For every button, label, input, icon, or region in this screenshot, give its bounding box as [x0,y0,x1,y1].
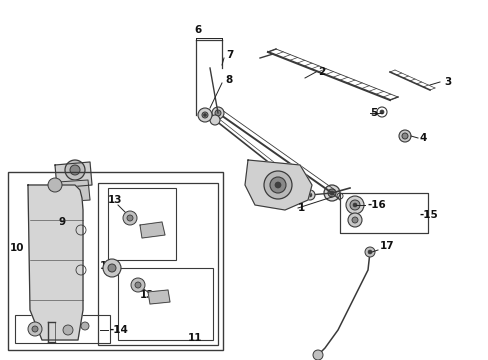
Bar [15,315,110,343]
Circle shape [274,182,281,188]
Bar [98,183,218,345]
Circle shape [379,110,383,114]
Circle shape [65,160,85,180]
Polygon shape [55,162,92,188]
Circle shape [103,259,121,277]
Circle shape [307,193,311,197]
Text: 2: 2 [317,67,325,77]
Text: 9: 9 [59,217,65,227]
Circle shape [364,247,374,257]
Circle shape [327,189,335,197]
Polygon shape [244,160,311,210]
Circle shape [401,133,407,139]
Circle shape [63,325,73,335]
Text: 7: 7 [225,50,233,60]
Text: -16: -16 [367,200,386,210]
Text: 3: 3 [443,77,450,87]
Circle shape [64,204,72,212]
Text: 17: 17 [379,241,394,251]
Circle shape [346,196,363,214]
Circle shape [75,212,81,218]
Text: 12: 12 [100,261,114,271]
Circle shape [127,215,133,221]
Circle shape [198,108,212,122]
Circle shape [108,264,116,272]
Circle shape [324,185,339,201]
Circle shape [264,171,291,199]
Polygon shape [140,222,164,238]
Circle shape [28,322,42,336]
Circle shape [305,190,314,200]
Circle shape [398,130,410,142]
Circle shape [312,350,323,360]
Circle shape [123,211,137,225]
Bar [118,268,213,340]
Circle shape [212,107,224,119]
Text: 11: 11 [187,333,202,343]
Circle shape [209,115,220,125]
Text: -15: -15 [419,210,438,220]
Circle shape [48,178,62,192]
Text: 13: 13 [108,195,122,205]
Circle shape [215,110,221,116]
Circle shape [347,213,361,227]
Text: 6: 6 [194,25,201,35]
Polygon shape [28,185,83,340]
Circle shape [351,217,357,223]
Bar [339,193,427,233]
Text: 1: 1 [297,203,305,213]
Bar [108,188,176,260]
Circle shape [367,250,371,254]
Circle shape [352,203,356,207]
Text: -14: -14 [110,325,129,335]
Circle shape [329,191,333,195]
Polygon shape [58,180,90,202]
Text: 10: 10 [10,243,24,253]
Text: 5: 5 [369,108,376,118]
Text: 13: 13 [140,290,154,300]
Circle shape [349,200,359,210]
Circle shape [70,165,80,175]
Circle shape [203,113,206,117]
Bar [8,172,223,350]
Text: 8: 8 [224,75,232,85]
Circle shape [32,326,38,332]
Circle shape [202,112,207,118]
Circle shape [135,282,141,288]
Bar [339,193,427,233]
Circle shape [81,322,89,330]
Circle shape [131,278,145,292]
Text: 4: 4 [419,133,427,143]
Circle shape [269,177,285,193]
Polygon shape [148,290,170,304]
